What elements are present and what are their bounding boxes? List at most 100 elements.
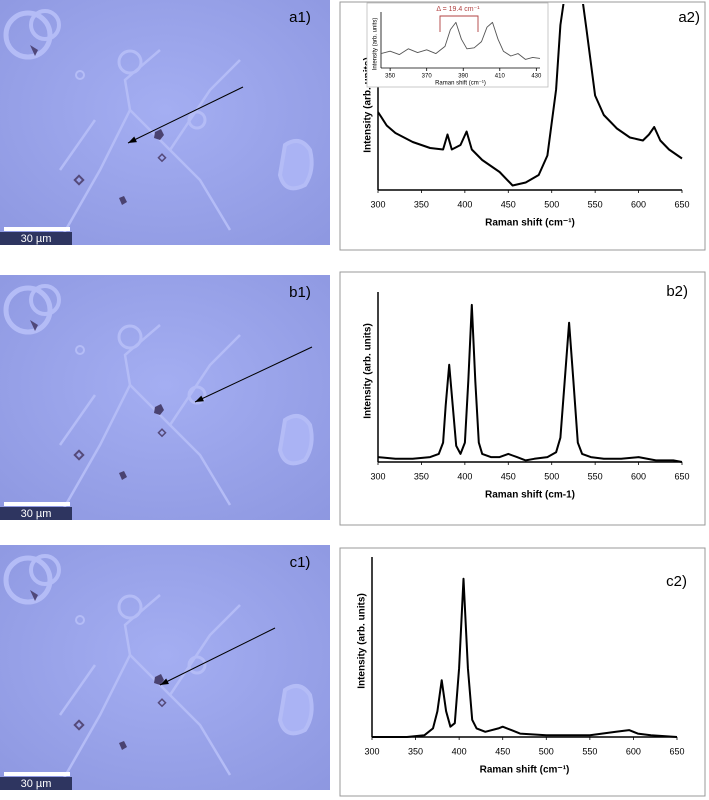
flake-edge (277, 684, 314, 736)
flake (75, 345, 85, 355)
panel-label: a2) (678, 9, 700, 26)
defect (73, 174, 85, 186)
panel-label: c1) (290, 554, 311, 571)
defect (157, 153, 167, 163)
x-axis-label: Raman shift (cm-1) (485, 490, 575, 501)
arrow-head (128, 136, 137, 143)
spectrum-line (378, 4, 683, 187)
y-axis-label: Intensity (arb. units) (363, 323, 374, 419)
x-tick-label: 600 (626, 746, 641, 756)
scale-bar (4, 502, 70, 506)
panel-label: c2) (666, 573, 687, 590)
chart: 300 350 400 450 500 550 600 650 Raman shift (cm⁻… (357, 557, 687, 776)
x-tick-label: 300 (370, 199, 385, 209)
flake (29, 554, 61, 586)
scale-bar (4, 227, 70, 231)
x-tick-label: 500 (544, 471, 559, 481)
x-tick-label: 650 (669, 746, 684, 756)
flake-edge (58, 324, 241, 516)
chart-frame (339, 547, 706, 797)
x-tick-label: 400 (457, 471, 472, 481)
x-tick-label: 350 (414, 471, 429, 481)
y-axis-label: Intensity (arb. units) (357, 593, 368, 689)
arrow-head (195, 395, 204, 402)
flake (29, 284, 61, 316)
x-tick-label: 650 (674, 199, 689, 209)
inset-frame (366, 2, 549, 88)
chart: 300 350 400 450 500 550 600 650 Raman shift (cm-… (363, 283, 690, 501)
scale-label: 30 µm (21, 233, 52, 245)
x-axis-label: Raman shift (cm⁻¹) (485, 218, 575, 229)
flake-edge (58, 49, 241, 241)
defect (119, 196, 127, 205)
scale-box (0, 232, 72, 245)
chart-frame (339, 1, 706, 251)
micrograph: 30 µm a1) (0, 0, 330, 245)
defect (73, 719, 85, 731)
inset-chart: 350 370 390 410 430 Raman shift (cm⁻¹) Intensi… (366, 2, 549, 88)
panel-label: b2) (666, 283, 688, 300)
defect (73, 449, 85, 461)
x-tick-label: 300 (370, 471, 385, 481)
arrow (194, 346, 313, 403)
x-tick-label: 450 (495, 746, 510, 756)
x-tick-label: 650 (674, 471, 689, 481)
x-axis-label: Raman shift (cm⁻¹) (480, 765, 570, 776)
x-tick-label: 370 (422, 74, 433, 80)
annotation-bracket (439, 15, 479, 32)
x-tick-label: 500 (539, 746, 554, 756)
defect (119, 471, 127, 480)
flake (117, 324, 143, 350)
micrograph-bg (0, 545, 330, 790)
micrograph-bg (0, 0, 330, 245)
x-tick-label: 550 (582, 746, 597, 756)
defect (30, 590, 38, 601)
defect (157, 698, 167, 708)
flake (3, 10, 53, 60)
x-tick-label: 390 (458, 74, 469, 80)
arrow-head (160, 678, 169, 685)
defect (30, 320, 38, 331)
x-tick-label: 400 (457, 199, 472, 209)
defect (157, 428, 167, 438)
flake (117, 49, 143, 75)
y-axis-label: Intensity (arb. units) (363, 57, 374, 153)
flake (29, 9, 61, 41)
scale-bar (4, 772, 70, 776)
x-tick-label: 350 (408, 746, 423, 756)
flake-edge (58, 594, 241, 786)
defect (154, 404, 164, 415)
flake-edge (277, 414, 314, 466)
arrow (127, 86, 244, 144)
micrograph: 30 µm c1) (0, 545, 330, 790)
defect (154, 129, 164, 140)
scale-label: 30 µm (21, 508, 52, 520)
panel-label: a1) (289, 9, 311, 26)
flake (117, 594, 143, 620)
flake (75, 70, 85, 80)
spectrum-line (378, 303, 683, 463)
arrow (159, 627, 276, 686)
x-tick-label: 600 (631, 199, 646, 209)
x-tick-label: 400 (452, 746, 467, 756)
micrograph: 30 µm b1) (0, 275, 330, 520)
defect (30, 45, 38, 56)
scale-box (0, 777, 72, 790)
x-axis-label: Raman shift (cm⁻¹) (435, 81, 486, 87)
chart-frame (339, 271, 706, 526)
flake (3, 285, 53, 335)
x-tick-label: 450 (501, 471, 516, 481)
micrograph-bg (0, 275, 330, 520)
x-tick-label: 500 (544, 199, 559, 209)
x-tick-label: 410 (495, 74, 506, 80)
scale-box (0, 507, 72, 520)
annotation: Δ = 19.4 cm⁻¹ (436, 6, 480, 13)
defect (119, 741, 127, 750)
x-tick-label: 450 (501, 199, 516, 209)
x-tick-label: 350 (414, 199, 429, 209)
scale-label: 30 µm (21, 778, 52, 790)
x-tick-label: 600 (631, 471, 646, 481)
x-tick-label: 550 (588, 471, 603, 481)
x-tick-label: 430 (531, 74, 542, 80)
